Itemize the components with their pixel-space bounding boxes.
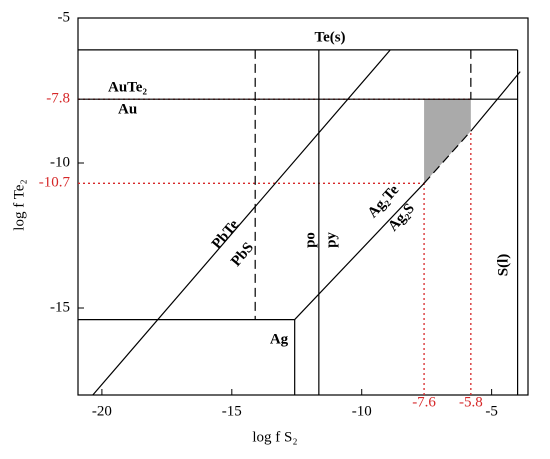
region-label: Au xyxy=(118,101,137,117)
ref-label: -7.8 xyxy=(46,91,70,107)
x-tick-label: -10 xyxy=(352,403,372,419)
region-label: py xyxy=(323,232,339,248)
y-tick-label: -5 xyxy=(58,9,71,25)
x-tick-label: -15 xyxy=(222,403,242,419)
y-tick-label: -15 xyxy=(50,299,70,315)
region-label: PbS xyxy=(228,240,257,270)
x-tick-label: -20 xyxy=(92,403,112,419)
phase-boundary xyxy=(92,49,391,396)
region-label: po xyxy=(302,232,318,248)
y-axis-label: log f Te₂ xyxy=(11,179,27,230)
region-label: Ag xyxy=(270,331,289,347)
region-label: Te(s) xyxy=(314,29,345,45)
ref-label: -10.7 xyxy=(39,175,71,191)
phase-boundary xyxy=(294,182,425,321)
region-label: S(l) xyxy=(495,254,511,277)
ref-label: -7.6 xyxy=(412,394,436,410)
y-tick-label: -10 xyxy=(50,154,70,170)
stability-region xyxy=(424,99,471,184)
region-label: AuTe₂ xyxy=(108,79,147,95)
phase-boundary xyxy=(423,130,472,184)
plot-frame xyxy=(77,17,529,396)
ref-label: -5.8 xyxy=(459,394,483,410)
x-axis-label: log f S₂ xyxy=(252,429,297,445)
x-tick-label: -5 xyxy=(485,403,498,419)
phase-boundary xyxy=(470,71,521,132)
